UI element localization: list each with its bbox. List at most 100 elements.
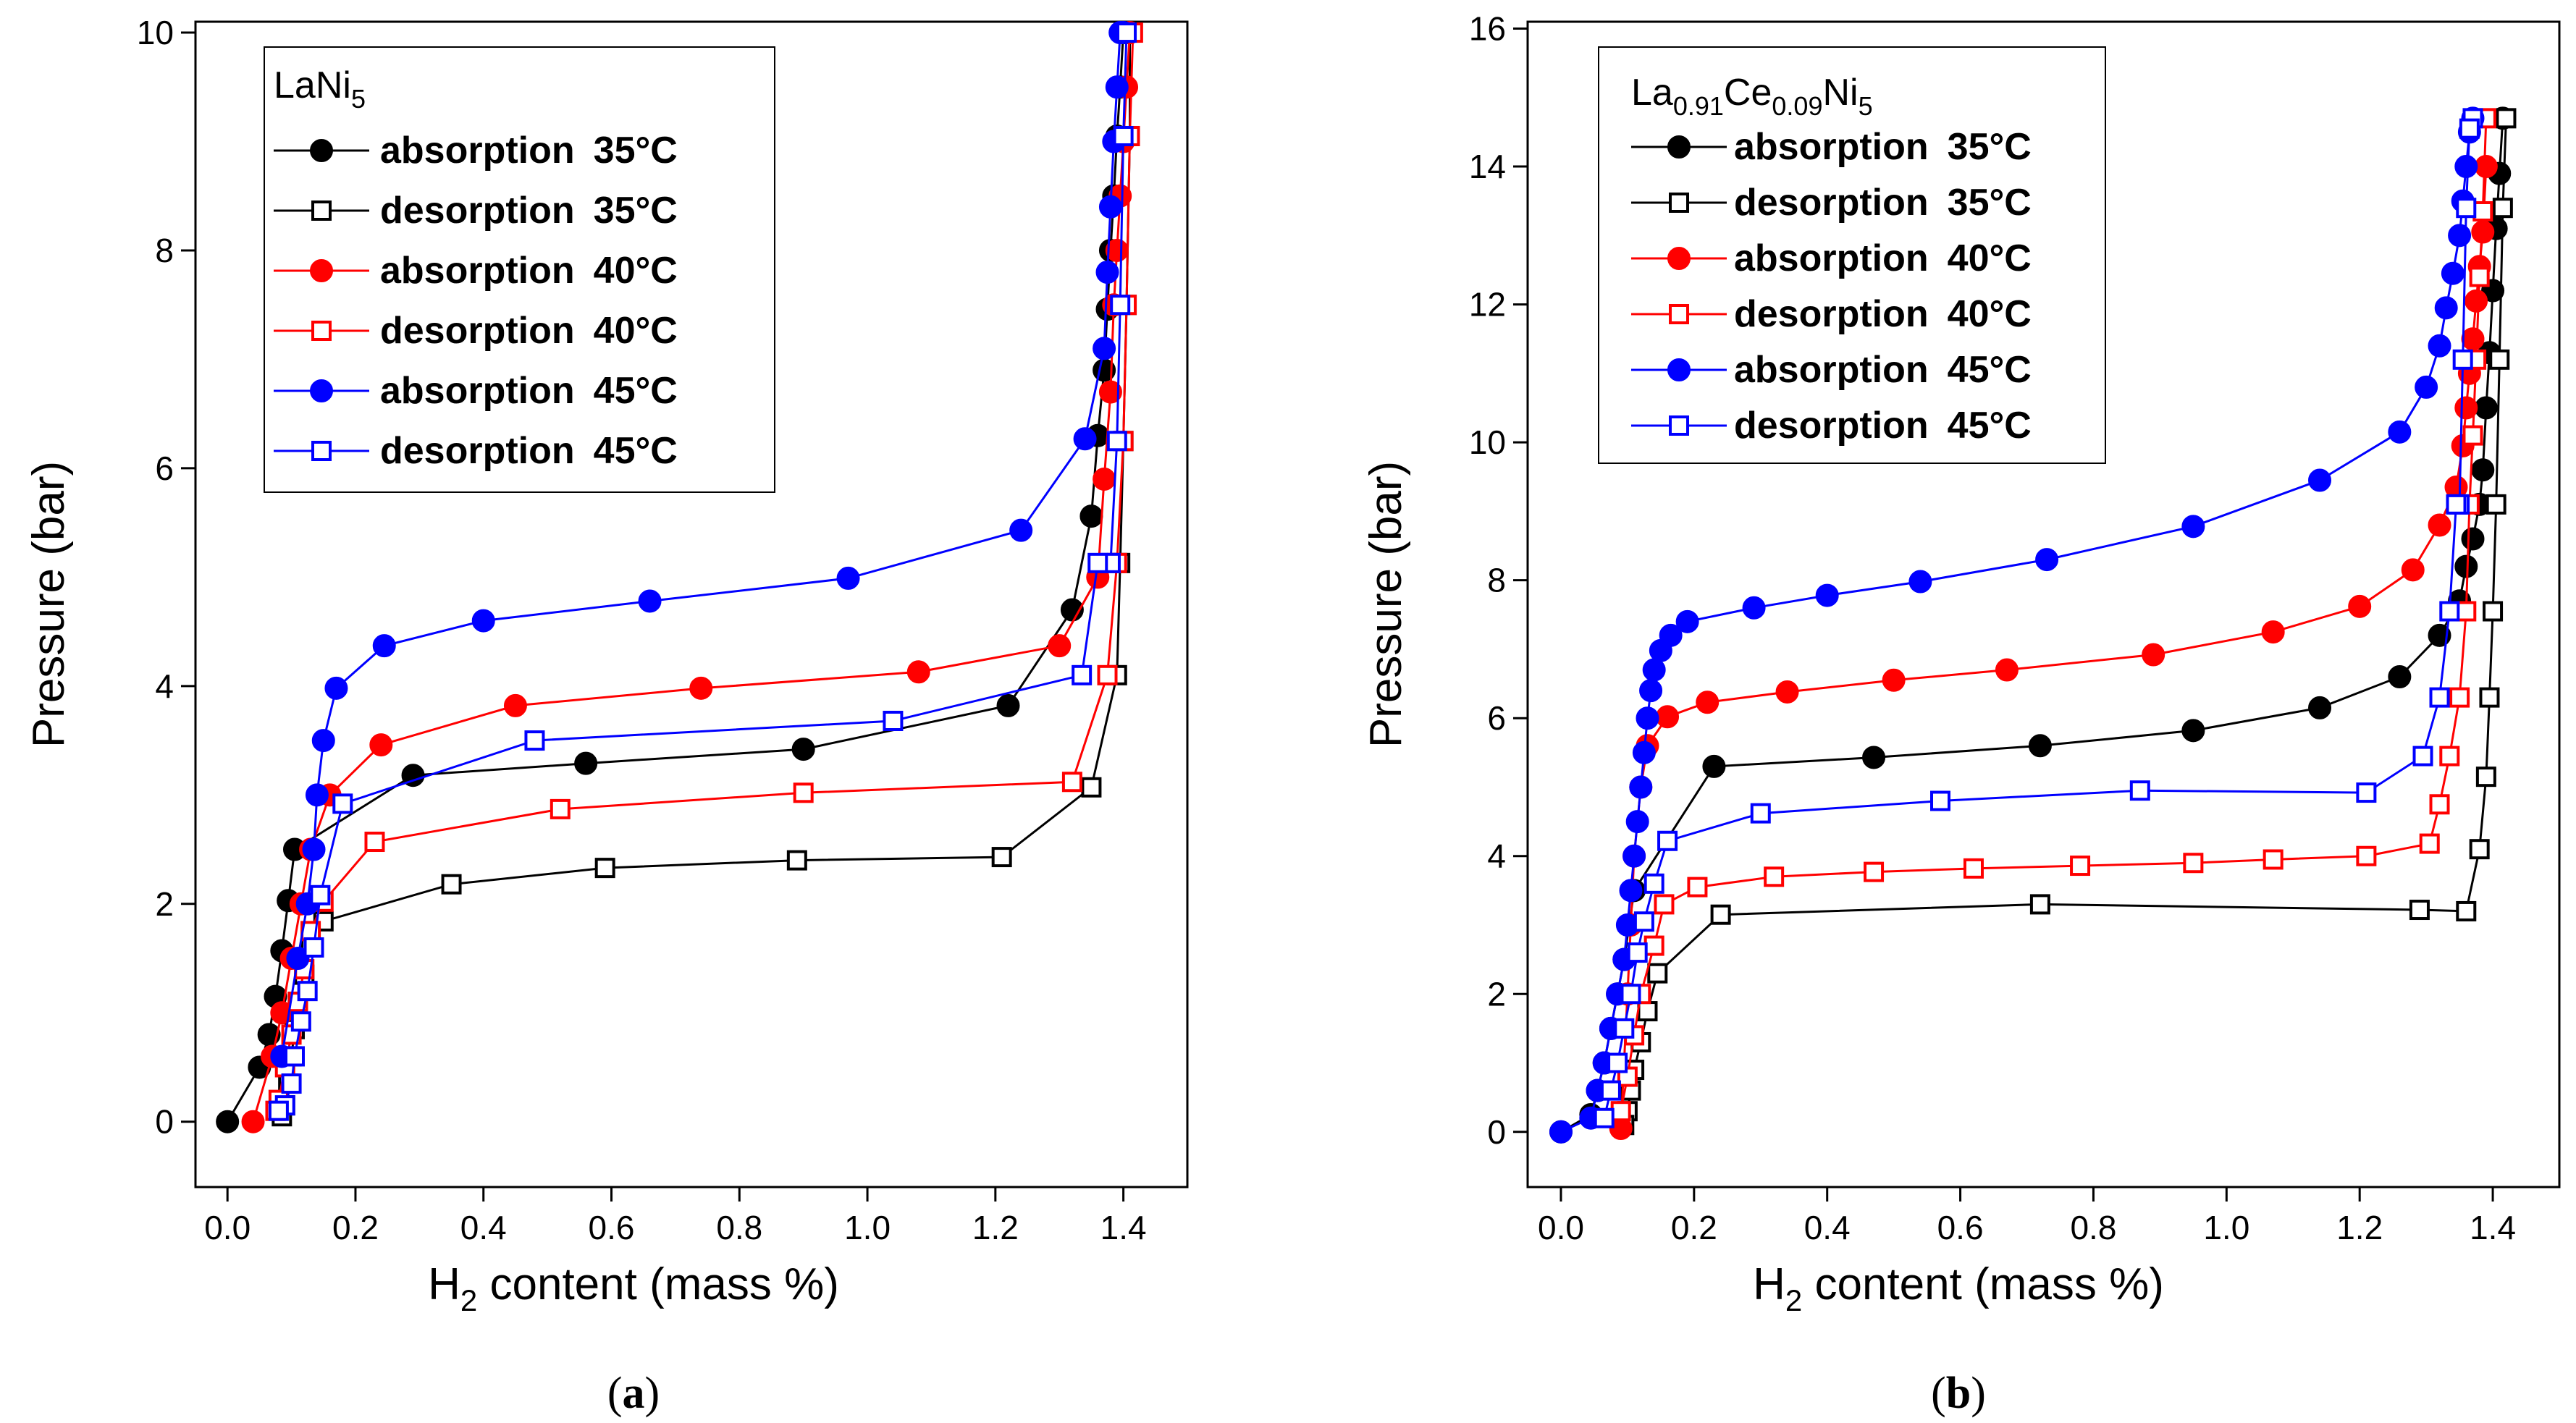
data-point-desorption	[297, 981, 318, 1002]
legend-marker	[1669, 193, 1689, 213]
data-point-desorption	[2489, 349, 2510, 370]
legend-marker	[1669, 304, 1689, 324]
data-point-desorption	[1620, 984, 1641, 1005]
data-point-desorption	[793, 782, 814, 803]
chart-b: 0.0 0.2 0.4 0.6 0.8 1.0 1.2 1.4 0 2 4 6 8 10 12 14 16 H2 …	[1361, 10, 2561, 1317]
data-point-desorption	[524, 730, 545, 751]
data-point-absorption	[471, 609, 495, 633]
data-point-desorption	[550, 798, 571, 819]
data-point-absorption	[1908, 570, 1932, 594]
data-point-absorption	[1073, 427, 1097, 451]
legend-label: absorption 45°C	[1734, 349, 2032, 391]
data-point-desorption	[2469, 839, 2490, 860]
data-point-absorption	[2428, 513, 2451, 537]
y-tick-label: 4	[155, 667, 174, 705]
data-point-desorption	[1072, 664, 1093, 685]
data-point-absorption	[2428, 623, 2451, 647]
data-point-desorption	[2409, 900, 2430, 921]
data-point-absorption	[2465, 289, 2488, 313]
legend-marker	[1667, 247, 1691, 270]
data-point-absorption	[2474, 155, 2498, 179]
data-point-absorption	[1619, 879, 1643, 903]
x-tick-label: 1.2	[972, 1209, 1019, 1246]
legend-marker	[311, 200, 332, 221]
data-point-desorption	[1116, 22, 1137, 43]
data-point-absorption	[2454, 155, 2478, 179]
legend-label: absorption 35°C	[380, 130, 678, 172]
data-point-absorption	[1093, 337, 1116, 360]
data-point-absorption	[1549, 1120, 1573, 1144]
data-point-desorption	[2483, 601, 2504, 622]
y-tick-label: 12	[1469, 286, 1506, 324]
data-point-absorption	[1632, 740, 1656, 764]
data-point-absorption	[1625, 810, 1649, 834]
data-point-absorption	[1696, 691, 1720, 714]
data-point-absorption	[302, 837, 326, 861]
x-tick-label: 1.4	[1100, 1209, 1147, 1246]
x-axis-label: H2 content (mass %)	[1753, 1259, 2164, 1317]
y-tick-label: 6	[155, 449, 174, 487]
plot-frame	[194, 20, 1189, 1188]
y-tick-label: 0	[1487, 1113, 1506, 1151]
data-point-desorption	[1647, 963, 1668, 984]
y-tick-label: 0	[155, 1103, 174, 1141]
data-point-absorption	[1775, 680, 1799, 704]
data-point-desorption	[2485, 494, 2506, 515]
data-point-absorption	[2142, 643, 2165, 667]
data-point-desorption	[1106, 431, 1127, 452]
legend-label: desorption 40°C	[1734, 293, 2032, 335]
data-point-absorption	[2181, 515, 2205, 539]
plot-frame	[1526, 20, 2561, 1188]
y-axis-label: Pressure (bar)	[1361, 461, 1411, 748]
panel-label-a: (a)	[607, 1369, 660, 1418]
data-point-desorption	[2356, 845, 2377, 866]
data-point-absorption	[2441, 261, 2465, 285]
data-point-absorption	[1098, 195, 1122, 219]
data-point-desorption	[1113, 125, 1134, 146]
data-layer	[1549, 106, 2517, 1144]
y-tick-label: 16	[1469, 10, 1506, 48]
data-point-absorption	[401, 764, 425, 787]
data-point-absorption	[2461, 327, 2485, 351]
data-point-desorption	[1750, 803, 1771, 824]
legend-marker	[311, 441, 332, 461]
data-point-absorption	[311, 729, 335, 753]
legend-marker	[1669, 415, 1689, 436]
x-tick-label: 1.0	[844, 1209, 891, 1246]
data-point-desorption	[1633, 911, 1654, 932]
data-point-desorption	[310, 884, 331, 905]
data-point-absorption	[2434, 296, 2458, 320]
data-point-desorption	[2439, 601, 2460, 622]
data-point-absorption	[324, 676, 348, 700]
data-point-desorption	[1764, 866, 1785, 887]
data-point-desorption	[1607, 1052, 1628, 1073]
x-tick-label: 0.2	[1671, 1209, 1717, 1246]
data-point-desorption	[2029, 894, 2050, 915]
y-axis-label: Pressure (bar)	[24, 461, 74, 748]
data-point-desorption	[441, 874, 462, 895]
data-point-absorption	[791, 738, 815, 761]
data-point-absorption	[286, 947, 310, 971]
x-tick-label: 0.4	[1804, 1209, 1851, 1246]
series-line-desorption-5	[1603, 117, 2474, 1119]
legend-label: absorption 40°C	[380, 250, 678, 292]
legend-label: absorption 45°C	[380, 370, 678, 412]
data-point-desorption	[2459, 118, 2480, 139]
data-point-absorption	[2035, 548, 2059, 572]
data-point-absorption	[1995, 658, 2019, 682]
data-point-desorption	[1963, 858, 1984, 879]
data-point-desorption	[2496, 108, 2517, 129]
data-point-desorption	[2429, 794, 2450, 815]
legend-marker	[1667, 135, 1691, 159]
data-point-desorption	[1097, 664, 1118, 685]
data-point-desorption	[281, 1073, 302, 1094]
data-point-desorption	[2429, 687, 2450, 708]
data-point-absorption	[1048, 634, 1072, 658]
data-point-absorption	[2428, 334, 2451, 358]
data-point-desorption	[1637, 1001, 1658, 1022]
data-point-absorption	[241, 1110, 265, 1133]
data-point-desorption	[1594, 1107, 1615, 1128]
data-point-absorption	[1742, 596, 1766, 620]
data-point-absorption	[2348, 594, 2372, 618]
